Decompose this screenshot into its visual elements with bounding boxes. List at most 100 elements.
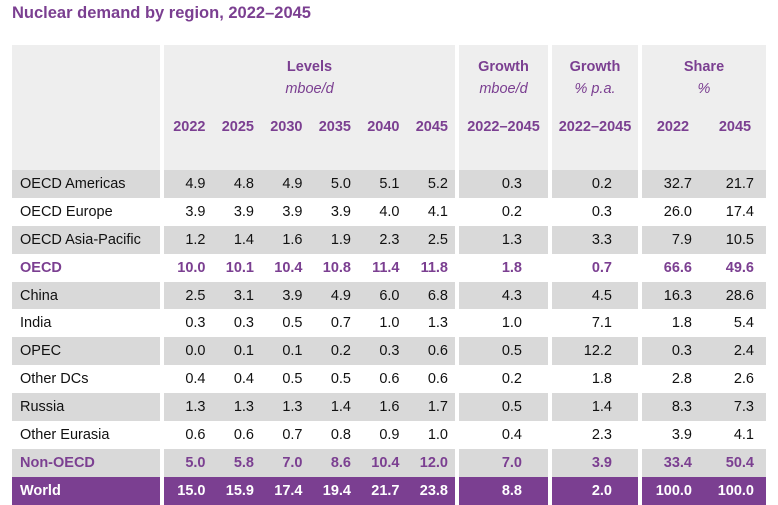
levels-unit: mboe/d: [285, 81, 334, 97]
level-cell: 5.8: [233, 454, 254, 471]
growth-pct-cell: 0.7: [591, 259, 612, 276]
growth-abs-cell: 0.2: [501, 203, 522, 220]
share-cell: 33.4: [663, 454, 692, 471]
level-cell: 1.4: [233, 231, 254, 248]
growth-abs-cell: 4.3: [501, 287, 522, 304]
level-cell: 1.6: [379, 399, 400, 416]
growth-abs-cell: 0.2: [501, 371, 522, 388]
growth-abs-cell: 8.8: [501, 482, 522, 499]
region-cell: OECD Europe: [20, 203, 113, 220]
share-year-header: 2045: [718, 119, 752, 135]
level-cell: 1.0: [379, 315, 400, 332]
level-cell: 1.3: [185, 399, 206, 416]
level-cell: 5.2: [427, 175, 448, 192]
header-growth-pct: Growth % p.a. 2022–2045: [552, 45, 638, 170]
growth-abs-label: Growth: [478, 59, 529, 75]
table-row: OECD Americas 4.9 4.8 4.9 5.0 5.1 5.2 0.3 0.2 32.…: [12, 170, 766, 198]
level-cell: 2.5: [185, 287, 206, 304]
region-cell: OECD Americas: [20, 175, 126, 192]
level-cell: 4.1: [427, 203, 448, 220]
share-cell: 4.1: [733, 426, 754, 443]
growth-pct-cell: 0.3: [591, 203, 612, 220]
share-cell: 8.3: [671, 399, 692, 416]
share-cell: 21.7: [725, 175, 754, 192]
share-year-header: 2022: [656, 119, 690, 135]
share-cell: 5.4: [733, 315, 754, 332]
share-cell: 100.0: [655, 482, 692, 499]
growth-abs-cell: 0.5: [501, 399, 522, 416]
table-row: Other Eurasia 0.6 0.6 0.7 0.8 0.9 1.0 0.4 2.3 3.9…: [12, 421, 766, 449]
level-cell: 8.6: [330, 454, 351, 471]
header-share: Share % 2022 2045: [642, 45, 766, 170]
growth-pct-cell: 12.2: [583, 343, 612, 360]
level-cell: 11.8: [420, 259, 448, 276]
level-cell: 0.9: [379, 426, 400, 443]
table-body: OECD Americas 4.9 4.8 4.9 5.0 5.1 5.2 0.3 0.2 32.…: [12, 170, 766, 505]
share-label: Share: [683, 59, 725, 75]
table-row: Non-OECD 5.0 5.8 7.0 8.6 10.4 12.0 7.0 3.9 33.4 50…: [12, 448, 766, 477]
level-cell: 5.0: [185, 454, 206, 471]
level-cell: 4.9: [185, 175, 206, 192]
level-cell: 10.1: [225, 259, 254, 276]
levels-label: Levels: [286, 59, 333, 75]
level-cell: 0.3: [379, 343, 400, 360]
level-cell: 0.4: [185, 371, 206, 388]
growth-abs-cell: 1.8: [501, 259, 522, 276]
level-cell: 0.6: [427, 343, 448, 360]
level-cell: 0.3: [233, 315, 254, 332]
level-cell: 1.3: [427, 315, 448, 332]
level-cell: 15.9: [225, 482, 254, 499]
level-cell: 3.9: [185, 203, 206, 220]
year-header: 2030: [270, 119, 303, 135]
level-cell: 0.7: [330, 315, 351, 332]
level-cell: 0.4: [233, 371, 254, 388]
level-cell: 0.3: [185, 315, 206, 332]
level-cell: 5.1: [379, 175, 400, 192]
level-cell: 3.1: [233, 287, 254, 304]
share-cell: 66.6: [663, 259, 692, 276]
share-cell: 100.0: [717, 482, 754, 499]
table-row: China 2.5 3.1 3.9 4.9 6.0 6.8 4.3 4.5 16.3 28.6: [12, 281, 766, 310]
level-cell: 21.7: [371, 482, 400, 499]
growth-abs-cell: 0.5: [501, 343, 522, 360]
level-cell: 3.9: [233, 203, 254, 220]
table-row: India 0.3 0.3 0.5 0.7 1.0 1.3 1.0 7.1 1.8 5.4: [12, 309, 766, 338]
growth-abs-cell: 7.0: [501, 454, 522, 471]
level-cell: 2.5: [427, 231, 448, 248]
table-row: OECD Europe 3.9 3.9 3.9 3.9 4.0 4.1 0.2 0.3 26.0 1…: [12, 197, 766, 226]
year-header: 2025: [221, 119, 254, 135]
level-cell: 1.9: [330, 231, 351, 248]
share-unit: %: [697, 81, 711, 97]
level-cell: 4.0: [379, 203, 400, 220]
level-cell: 10.8: [322, 259, 351, 276]
header-region-blank: [12, 45, 160, 170]
growth-pct-cell: 2.3: [591, 426, 612, 443]
level-cell: 4.9: [282, 175, 303, 192]
level-cell: 1.6: [282, 231, 303, 248]
growth-abs-cell: 1.3: [501, 231, 522, 248]
level-cell: 6.0: [379, 287, 400, 304]
level-cell: 10.0: [177, 259, 206, 276]
level-cell: 1.2: [185, 231, 206, 248]
share-cell: 26.0: [663, 203, 692, 220]
share-cell: 7.9: [671, 231, 692, 248]
year-header: 2022: [173, 119, 206, 135]
growth-abs-cell: 1.0: [501, 315, 522, 332]
table-row: OPEC 0.0 0.1 0.1 0.2 0.3 0.6 0.5 12.2 0.3 2.4: [12, 337, 766, 366]
level-cell: 3.9: [282, 287, 303, 304]
region-cell: Other Eurasia: [20, 426, 110, 443]
growth-pct-cell: 3.9: [591, 454, 612, 471]
growth-pct-cell: 3.3: [591, 231, 612, 248]
levels-years: 2022 2025 2030 2035 2040 2045: [164, 119, 455, 135]
growth-pct-cell: 0.2: [591, 175, 612, 192]
level-cell: 0.2: [330, 343, 351, 360]
level-cell: 7.0: [282, 454, 303, 471]
level-cell: 6.8: [427, 287, 448, 304]
header-growth-abs: Growth mboe/d 2022–2045: [459, 45, 548, 170]
growth-pct-cell: 2.0: [591, 482, 612, 499]
region-cell: OPEC: [20, 343, 62, 360]
level-cell: 10.4: [274, 259, 303, 276]
header-levels: Levels mboe/d 2022 2025 2030 2035 2040 2…: [164, 45, 455, 170]
level-cell: 15.0: [177, 482, 206, 499]
growth-abs-cell: 0.4: [501, 426, 522, 443]
